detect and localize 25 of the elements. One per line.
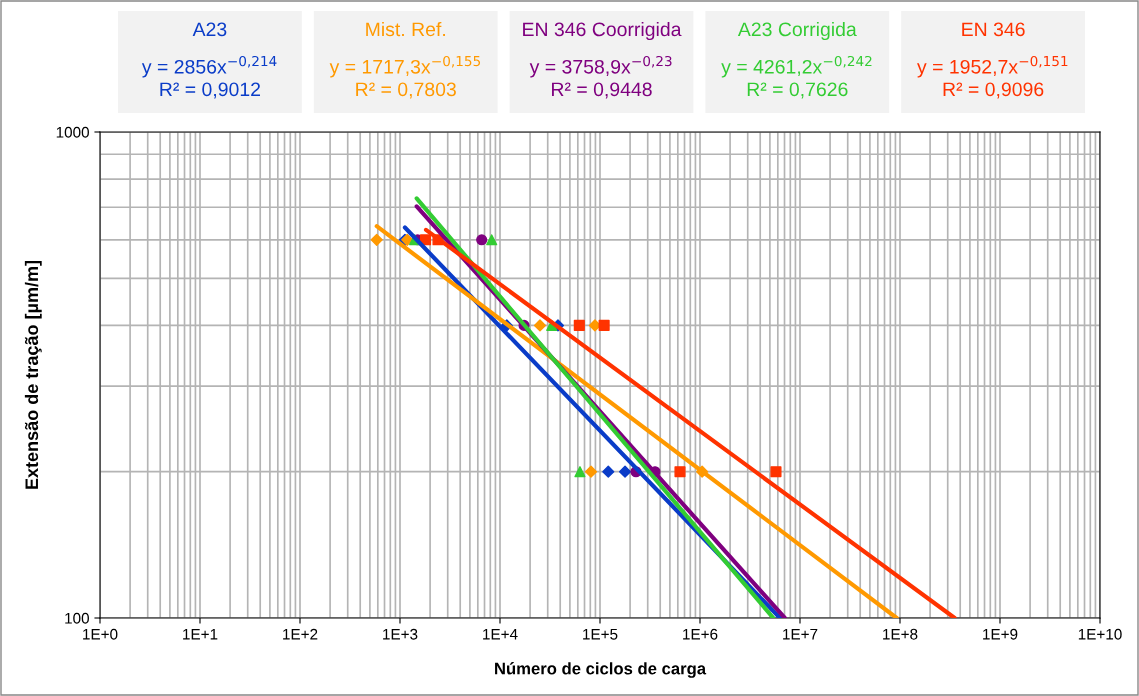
x-tick-label: 1E+4 [483, 628, 518, 640]
x-tick-label: 1E+5 [583, 628, 618, 640]
x-tick-label: 1E+0 [83, 628, 118, 640]
x-tick-label: 1E+2 [283, 628, 318, 640]
text: Mist. Ref. [366, 21, 445, 37]
text: EN 346 Coorrigida [523, 21, 682, 41]
y-axis-title: Extensão de tração [µm/m] [24, 260, 42, 489]
x-tick-label: 1E+6 [683, 628, 718, 640]
y-tick-label: 1000 [56, 126, 89, 138]
x-tick-label: 1E+10 [1078, 628, 1122, 640]
text: A23 [192, 22, 227, 37]
x-tick-label: 1E+7 [783, 628, 818, 640]
text: y = 1952,7x$^{−0,151}$ R² = 0,9096 [917, 55, 1068, 99]
text: EN 346 [962, 22, 1025, 37]
x-tick-label: 1E+8 [883, 628, 918, 640]
text: y = 2856x$^{−0,214}$ R² = 0,9012 [141, 55, 277, 99]
text: y = 3758,9x$^{−0,23}$ R² = 0,9448 [529, 55, 672, 99]
text: A23 Corrigida [737, 21, 857, 41]
text: y = 4261,2x$^{−0,242}$ R² = 0,7626 [721, 55, 872, 99]
x-tick-label: 1E+1 [183, 628, 218, 640]
x-axis-title: Número de ciclos de carga [495, 662, 707, 678]
text: y = 1717,3x$^{−0,155}$ R² = 0,7803 [329, 55, 481, 99]
y-tick-label: 100 [65, 612, 89, 624]
x-tick-label: 1E+9 [983, 628, 1018, 640]
x-tick-label: 1E+3 [383, 628, 418, 640]
